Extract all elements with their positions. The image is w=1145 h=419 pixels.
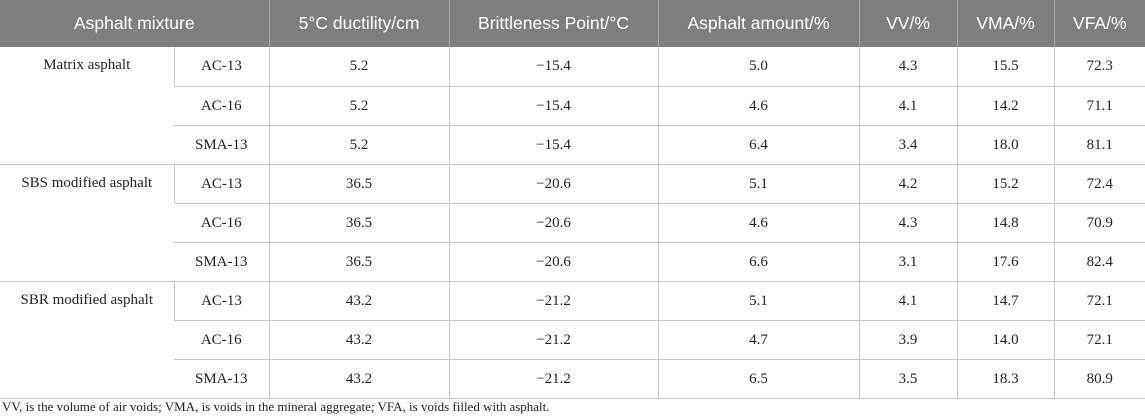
cell-vfa: 71.1: [1053, 86, 1145, 126]
cell-vv: 4.1: [858, 281, 958, 321]
cell-vma: 17.6: [956, 242, 1055, 282]
header-brittleness-point: Brittleness Point/°C: [448, 0, 659, 47]
cell-amount: 6.5: [657, 359, 860, 399]
header-vfa: VFA/%: [1053, 0, 1145, 47]
cell-amount: 4.6: [657, 203, 860, 243]
cell-vfa: 81.1: [1053, 125, 1145, 165]
cell-amount: 4.7: [657, 320, 860, 360]
cell-vma: 15.5: [956, 47, 1055, 87]
table-row: SMA-13 36.5 −20.6 6.6 3.1 17.6 82.4: [0, 242, 1145, 282]
table-row: SBS modified asphalt AC-13 36.5 −20.6 5.…: [0, 164, 1145, 282]
cell-vfa: 82.4: [1053, 242, 1145, 282]
cell-vv: 4.2: [858, 164, 958, 204]
cell-vfa: 80.9: [1053, 359, 1145, 399]
cell-vv: 4.3: [858, 47, 958, 87]
cell-mix: AC-16: [174, 86, 270, 126]
cell-mix: AC-16: [174, 320, 270, 360]
cell-vv: 4.1: [858, 86, 958, 126]
cell-mix: AC-16: [174, 203, 270, 243]
table-row: AC-16 43.2 −21.2 4.7 3.9 14.0 72.1: [0, 320, 1145, 360]
cell-vma: 14.8: [956, 203, 1055, 243]
cell-mix: AC-13: [173, 164, 270, 204]
cell-vv: 3.4: [858, 125, 958, 165]
cell-vfa: 72.4: [1053, 164, 1145, 204]
cell-ductility: 5.2: [268, 125, 450, 165]
table-row: SBR modified asphalt AC-13 43.2 −21.2 5.…: [0, 281, 1145, 399]
cell-brittleness: −15.4: [448, 47, 659, 87]
cell-brittleness: −15.4: [448, 125, 659, 165]
cell-vma: 15.2: [956, 164, 1055, 204]
cell-vv: 3.5: [858, 359, 958, 399]
cell-ductility: 43.2: [268, 320, 450, 360]
group-label: SBS modified asphalt: [0, 164, 174, 282]
cell-ductility: 5.2: [268, 86, 450, 126]
cell-vma: 14.7: [956, 281, 1055, 321]
cell-mix: SMA-13: [174, 242, 270, 282]
table-row: SMA-13 5.2 −15.4 6.4 3.4 18.0 81.1: [0, 125, 1145, 165]
table-row: SMA-13 43.2 −21.2 6.5 3.5 18.3 80.9: [0, 359, 1145, 399]
cell-ductility: 43.2: [268, 281, 450, 321]
cell-vfa: 72.3: [1053, 47, 1145, 87]
cell-vv: 4.3: [858, 203, 958, 243]
data-table: Asphalt mixture 5°C ductility/cm Brittle…: [0, 0, 1145, 399]
cell-mix: SMA-13: [174, 359, 270, 399]
cell-amount: 5.0: [657, 47, 860, 87]
cell-amount: 5.1: [657, 281, 860, 321]
cell-mix: SMA-13: [174, 125, 270, 165]
cell-vfa: 72.1: [1053, 281, 1145, 321]
header-row: Asphalt mixture 5°C ductility/cm Brittle…: [0, 0, 1145, 47]
table-row: AC-16 36.5 −20.6 4.6 4.3 14.8 70.9: [0, 203, 1145, 243]
table-row: AC-16 5.2 −15.4 4.6 4.1 14.2 71.1: [0, 86, 1145, 126]
cell-ductility: 43.2: [268, 359, 450, 399]
cell-vfa: 70.9: [1053, 203, 1145, 243]
cell-brittleness: −20.6: [448, 164, 659, 204]
cell-vv: 3.1: [858, 242, 958, 282]
group-label: Matrix asphalt: [0, 47, 174, 165]
cell-ductility: 36.5: [268, 164, 450, 204]
cell-amount: 4.6: [657, 86, 860, 126]
cell-ductility: 5.2: [268, 47, 450, 87]
header-asphalt-mixture: Asphalt mixture: [0, 0, 270, 47]
cell-brittleness: −20.6: [448, 242, 659, 282]
cell-brittleness: −20.6: [448, 203, 659, 243]
header-vma: VMA/%: [956, 0, 1055, 47]
cell-vma: 14.2: [956, 86, 1055, 126]
cell-ductility: 36.5: [268, 242, 450, 282]
table-row: Matrix asphalt AC-13 5.2 −15.4 5.0 4.3 1…: [0, 47, 1145, 165]
cell-brittleness: −21.2: [448, 359, 659, 399]
group-label: SBR modified asphalt: [0, 281, 174, 399]
cell-amount: 5.1: [657, 164, 860, 204]
cell-brittleness: −15.4: [448, 86, 659, 126]
cell-mix: AC-13: [173, 47, 270, 87]
cell-brittleness: −21.2: [448, 281, 659, 321]
cell-vv: 3.9: [858, 320, 958, 360]
cell-brittleness: −21.2: [448, 320, 659, 360]
header-ductility: 5°C ductility/cm: [268, 0, 450, 47]
cell-vma: 18.0: [956, 125, 1055, 165]
table-footnote: VV, is the volume of air voids; VMA, is …: [2, 399, 550, 414]
header-asphalt-amount: Asphalt amount/%: [657, 0, 860, 47]
cell-vma: 14.0: [956, 320, 1055, 360]
header-vv: VV/%: [858, 0, 958, 47]
cell-ductility: 36.5: [268, 203, 450, 243]
cell-vfa: 72.1: [1053, 320, 1145, 360]
cell-vma: 18.3: [956, 359, 1055, 399]
cell-amount: 6.6: [657, 242, 860, 282]
cell-mix: AC-13: [173, 281, 270, 321]
cell-amount: 6.4: [657, 125, 860, 165]
